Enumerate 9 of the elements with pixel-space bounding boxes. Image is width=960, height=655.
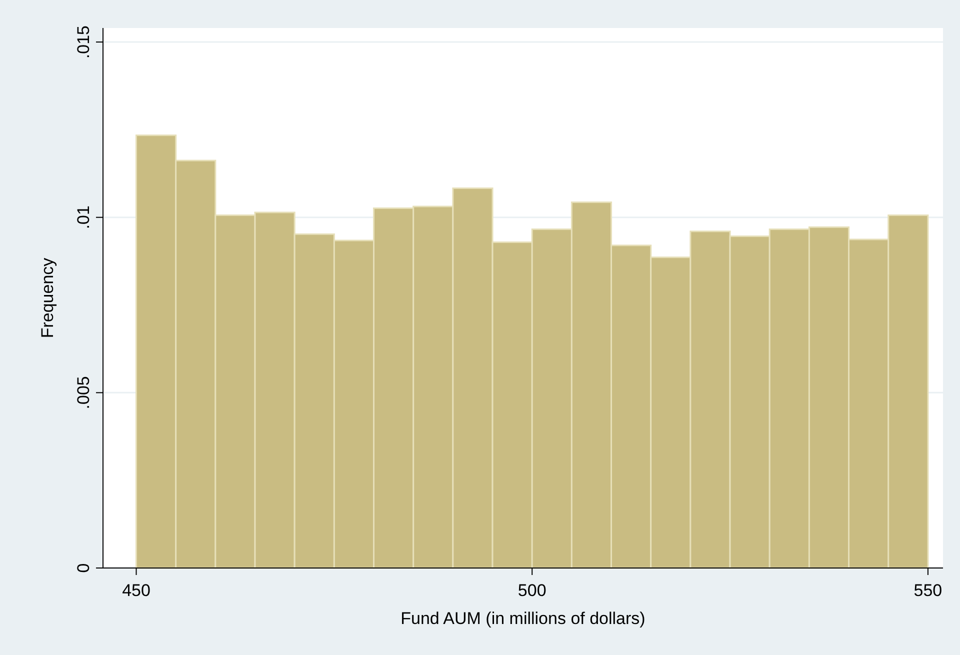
x-tick-label: 450 (122, 581, 150, 600)
x-axis-title: Fund AUM (in millions of dollars) (400, 609, 646, 628)
y-tick-label: .005 (74, 376, 93, 410)
x-tick-label: 550 (914, 581, 942, 600)
y-tick-label: .01 (74, 206, 93, 230)
x-tick-label: 500 (518, 581, 546, 600)
y-tick-label: .015 (74, 25, 93, 59)
y-axis-title: Frequency (38, 257, 57, 338)
y-tick-label: 0 (74, 563, 93, 573)
